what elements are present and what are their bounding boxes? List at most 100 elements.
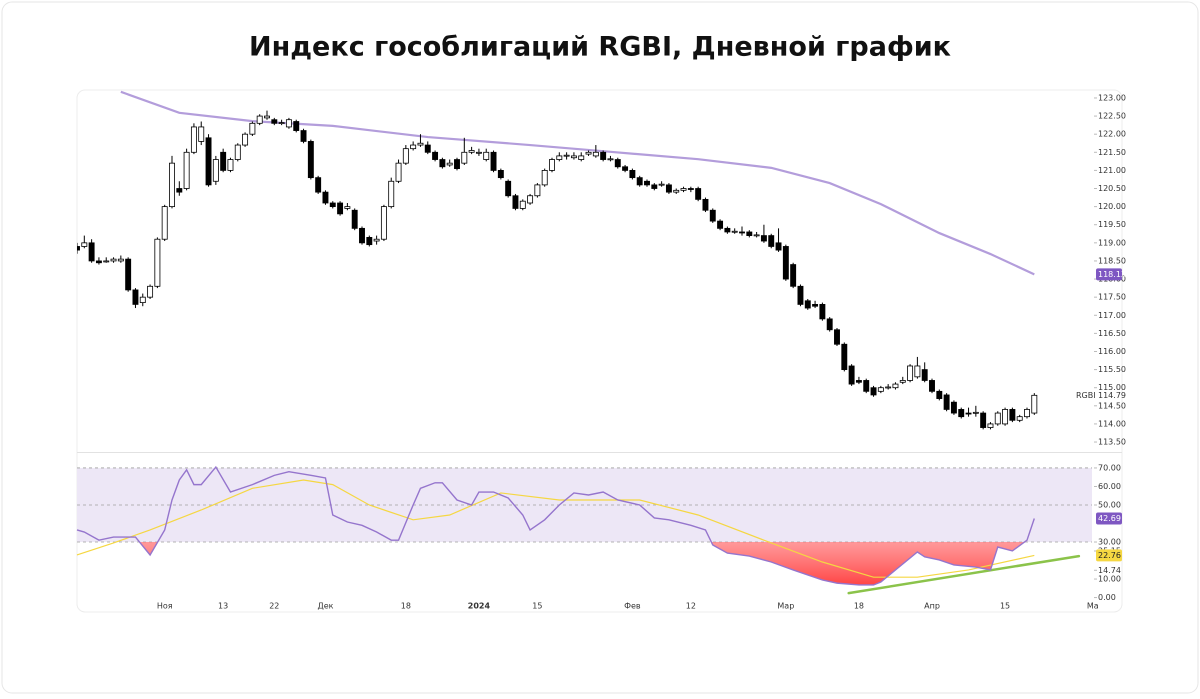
candle-body <box>614 159 621 168</box>
candle-body <box>841 343 848 370</box>
value-badge-label: 22.76 <box>1098 551 1121 560</box>
candle-body <box>198 126 205 142</box>
candle-body <box>563 154 570 157</box>
candle-body <box>826 318 833 331</box>
series-name: RGBI <box>1076 391 1096 400</box>
candle-body <box>972 411 979 414</box>
candle-body <box>483 151 490 160</box>
candle-body <box>1024 409 1030 418</box>
chart-title: Индекс гособлигаций RGBI, Дневной график <box>249 32 951 63</box>
y-tick-label: 115.50 <box>1098 365 1126 374</box>
candle-body <box>432 151 439 160</box>
candle-body <box>790 264 797 287</box>
candle-body <box>278 122 285 124</box>
candle-body <box>541 170 548 186</box>
candle-body <box>651 184 658 189</box>
candle-body <box>322 191 329 204</box>
candle-body <box>132 289 139 305</box>
candle-body <box>402 148 409 164</box>
candle-body <box>154 238 161 287</box>
candle-body <box>731 230 738 233</box>
candle-body <box>373 238 380 242</box>
y-tick-label: 70.00 <box>1098 463 1121 472</box>
y-tick-label: 60.00 <box>1098 482 1121 491</box>
candle-body <box>359 227 365 244</box>
candle-body <box>695 188 702 200</box>
candle-body <box>380 206 387 240</box>
y-tick-label: 50.00 <box>1098 500 1121 509</box>
candle-body <box>534 184 541 197</box>
candle-body <box>388 180 395 208</box>
x-tick-label: 15 <box>532 602 542 611</box>
candle-body <box>234 144 241 160</box>
candle-body <box>680 188 687 191</box>
x-tick-label: Апр <box>924 602 940 611</box>
y-tick-label: 120.50 <box>1098 184 1126 193</box>
candle-body <box>812 304 819 307</box>
candle-body <box>929 380 935 392</box>
candle-body <box>161 206 168 240</box>
candle-body <box>110 258 117 262</box>
x-tick-label: 12 <box>686 602 696 611</box>
candle-body <box>578 155 585 160</box>
y-tick-label: 121.00 <box>1098 166 1126 175</box>
candle-body <box>885 386 892 389</box>
x-tick-label: Ма <box>1087 602 1099 611</box>
candle-body <box>242 133 249 146</box>
candle-body <box>176 188 183 193</box>
candle-body <box>600 151 607 160</box>
candle-body <box>921 369 928 381</box>
candle-body <box>227 159 234 171</box>
candle-body <box>439 159 446 168</box>
candle-body <box>724 227 731 233</box>
candle-body <box>307 141 314 179</box>
candle-body <box>819 304 826 320</box>
y-tick-label: 14.74 <box>1098 566 1121 575</box>
candle-body <box>454 159 460 169</box>
candle-body <box>644 180 650 186</box>
candle-body <box>410 144 417 150</box>
y-tick-label: 116.50 <box>1098 329 1126 338</box>
candle-body <box>117 258 124 262</box>
y-tick-label: 114.50 <box>1098 401 1126 410</box>
candle-body <box>965 412 972 415</box>
candle-body <box>797 285 804 305</box>
y-tick-label: 117.50 <box>1098 293 1126 302</box>
candle-body <box>958 409 965 418</box>
last-price-label: 114.79 <box>1098 391 1126 400</box>
x-tick-label: 22 <box>269 602 279 611</box>
candle-body <box>914 365 921 378</box>
value-badge-label: 118.13 <box>1098 270 1126 279</box>
candle-body <box>709 209 716 222</box>
candle-body <box>315 177 322 193</box>
candle-body <box>980 412 987 428</box>
y-tick-label: 119.00 <box>1098 238 1126 247</box>
rsi-line <box>76 465 1035 586</box>
candle-body <box>556 155 563 160</box>
candle-body <box>717 220 724 229</box>
candle-body <box>863 380 870 392</box>
candle-body <box>950 401 957 414</box>
candle-body <box>300 130 307 142</box>
candle-body <box>907 365 914 381</box>
trend-line <box>847 554 1081 595</box>
candle-body <box>870 387 877 396</box>
candle-body <box>1016 416 1023 421</box>
value-badge-label: 42.69 <box>1098 514 1121 523</box>
candle-body <box>702 198 709 211</box>
candle-body <box>351 209 358 229</box>
candle-body <box>205 137 212 186</box>
candle-body <box>943 394 950 410</box>
x-tick-label: Ноя <box>157 602 173 611</box>
candle-body <box>549 159 555 171</box>
candle-body <box>665 184 672 193</box>
candle-body <box>88 242 95 262</box>
candle-body <box>125 258 132 291</box>
candle-body <box>190 126 197 153</box>
candle-body <box>775 242 782 251</box>
y-tick-label: 122.00 <box>1098 130 1126 139</box>
y-tick-label: 117.00 <box>1098 311 1126 320</box>
candle-body <box>417 142 424 146</box>
candle-body <box>585 151 592 155</box>
